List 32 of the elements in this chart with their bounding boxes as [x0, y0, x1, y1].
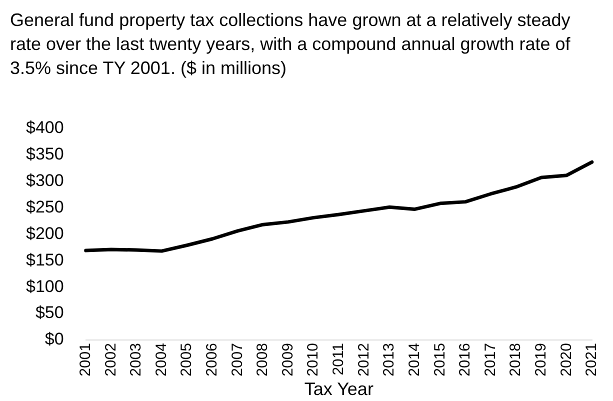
x-tick-label: 2018	[507, 343, 524, 376]
x-tick-label: 2014	[406, 343, 423, 376]
x-tick-label: 2008	[254, 343, 272, 376]
x-tick-label: 2013	[380, 343, 398, 376]
x-tick-label: 2003	[128, 343, 145, 376]
x-tick-label: 2021	[583, 343, 600, 376]
x-tick-label: 2004	[152, 343, 170, 376]
x-tick-label: 2015	[431, 343, 448, 376]
x-tick-label: 2009	[279, 343, 296, 376]
y-tick-label: $0	[44, 330, 64, 349]
y-tick-label: $200	[26, 224, 64, 243]
x-tick-label: 2011	[330, 343, 348, 376]
y-tick-label: $250	[26, 197, 64, 216]
y-tick-label: $300	[26, 170, 64, 190]
y-tick-label: $150	[26, 250, 64, 270]
x-tick-label: 2001	[76, 343, 94, 376]
y-tick-label: $350	[26, 144, 64, 164]
y-tick-label: $400	[26, 118, 64, 137]
x-tick-label: 2016	[456, 343, 474, 376]
y-tick-label: $50	[35, 303, 64, 322]
x-tick-label: 2017	[482, 343, 499, 376]
x-tick-label: 2010	[304, 343, 322, 376]
x-tick-label: 2005	[178, 343, 196, 376]
x-tick-label: 2006	[204, 343, 221, 376]
chart-title: General fund property tax collections have grown at a relatively steady rate over the last twenty years, with a compound annual growth rate of 3.5% since TY 2001. ($ in millions)	[10, 9, 572, 80]
x-tick-label: 2020	[558, 343, 575, 376]
y-tick-label: $100	[26, 276, 64, 296]
x-axis-title: Tax Year	[304, 379, 374, 400]
x-tick-label: 2019	[532, 343, 550, 376]
x-tick-label: 2007	[228, 343, 246, 376]
x-tick-label: 2002	[102, 343, 120, 376]
x-tick-label: 2012	[355, 343, 372, 376]
